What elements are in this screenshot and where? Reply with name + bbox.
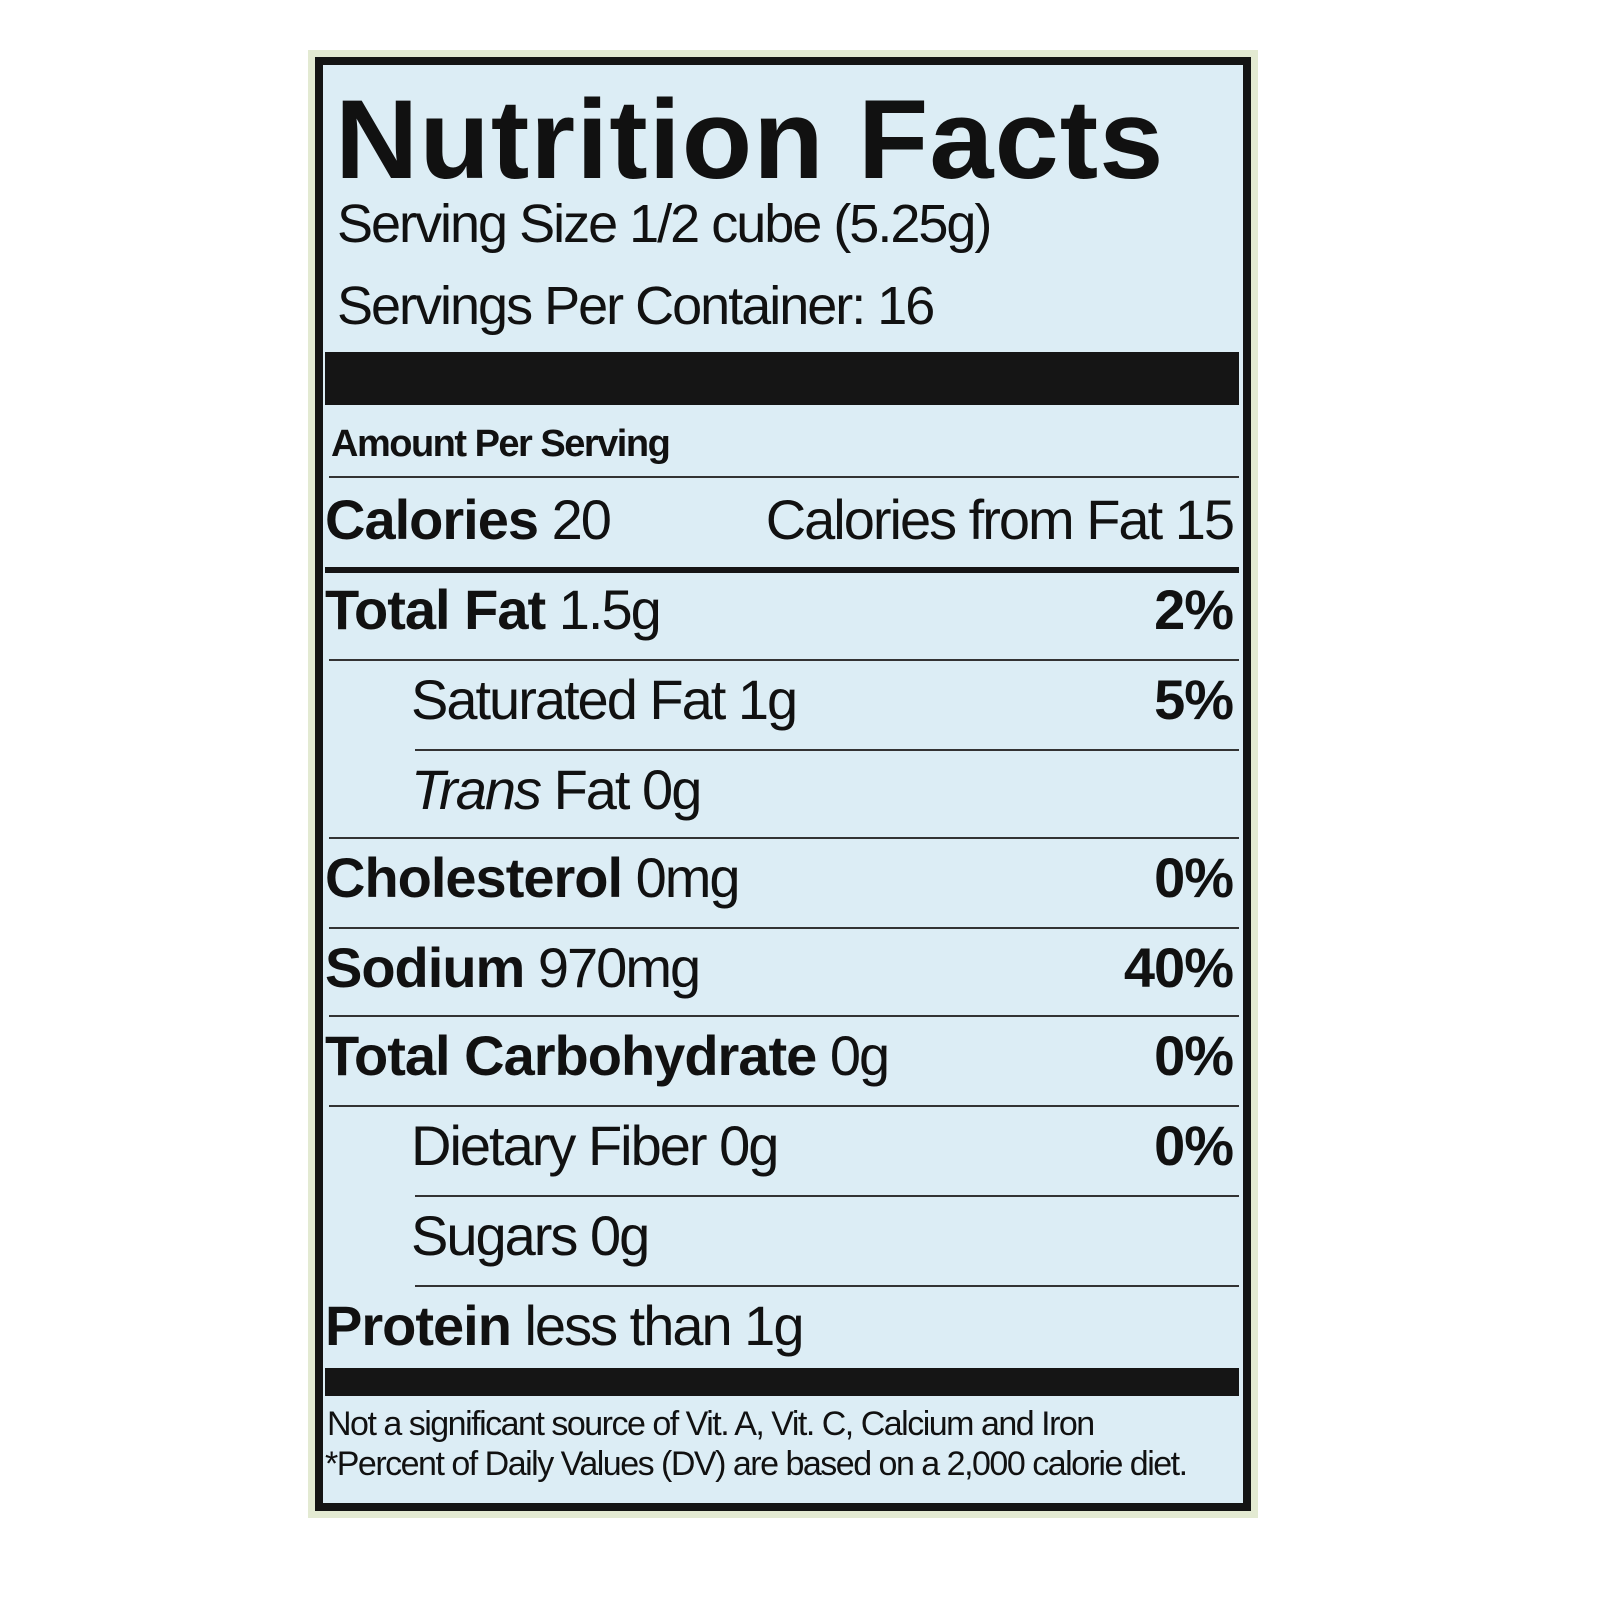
nutrient-label: Protein: [325, 1294, 512, 1357]
nutrient-label: Sugars: [411, 1204, 578, 1267]
nutrient-label: Total Carbohydrate: [325, 1024, 817, 1087]
nutrient-row-saturated-fat: Saturated Fat 1g 5%: [411, 667, 1234, 731]
divider: [415, 1285, 1239, 1287]
nutrient-label: Saturated Fat: [411, 668, 726, 731]
thick-divider: [325, 352, 1239, 405]
divider: [329, 927, 1239, 929]
divider: [329, 476, 1239, 478]
nutrient-amount: 0g: [719, 1114, 779, 1177]
divider: [415, 749, 1239, 751]
calories-from-fat-value: 15: [1174, 488, 1235, 551]
nutrient-label: Cholesterol: [325, 846, 623, 909]
nutrient-amount: 0g: [642, 758, 702, 821]
serving-size: Serving Size 1/2 cube (5.25g): [337, 194, 992, 254]
nutrient-amount: 0mg: [635, 846, 741, 909]
nutrient-label: Total Fat: [325, 578, 546, 641]
panel-title: Nutrition Facts: [335, 77, 1165, 202]
calories-value: 20: [551, 488, 612, 551]
nutrient-row-cholesterol: Cholesterol 0mg 0%: [325, 845, 1234, 909]
calories-row: Calories 20 Calories from Fat 15: [325, 487, 1235, 551]
nutrient-amount: 0g: [590, 1204, 650, 1267]
nutrient-row-protein: Protein less than 1g: [325, 1293, 1233, 1357]
servings-per-container: Servings Per Container: 16: [337, 276, 935, 336]
nutrient-amount: 0g: [829, 1024, 890, 1087]
divider: [329, 1015, 1239, 1017]
thick-divider: [325, 1368, 1239, 1396]
nutrient-amount: 970mg: [537, 936, 701, 999]
divider: [329, 837, 1239, 839]
nutrient-row-total-carbohydrate: Total Carbohydrate 0g 0%: [325, 1023, 1234, 1087]
daily-value: 0%: [1154, 1024, 1234, 1087]
nutrient-label-suffix: Fat: [553, 758, 631, 821]
daily-value: 5%: [1154, 668, 1234, 731]
calories-from-fat-label: Calories from Fat: [765, 488, 1163, 551]
nutrient-amount: less than 1g: [524, 1294, 804, 1357]
nutrient-label: Sodium: [325, 936, 525, 999]
nutrient-amount: 1g: [737, 668, 798, 731]
footnote-daily-values: *Percent of Daily Values (DV) are based …: [325, 1445, 1188, 1483]
divider: [415, 1195, 1239, 1197]
nutrient-row-total-fat: Total Fat 1.5g 2%: [325, 577, 1234, 641]
daily-value: 0%: [1154, 1114, 1234, 1177]
nutrition-facts-panel: Nutrition Facts Serving Size 1/2 cube (5…: [315, 57, 1251, 1511]
nutrient-row-sugars: Sugars 0g: [411, 1203, 1233, 1267]
nutrient-row-dietary-fiber: Dietary Fiber 0g 0%: [411, 1113, 1234, 1177]
medium-divider: [325, 567, 1239, 573]
nutrient-amount: 1.5g: [558, 578, 662, 641]
amount-per-serving: Amount Per Serving: [331, 423, 671, 465]
divider: [329, 1105, 1239, 1107]
daily-value: 0%: [1154, 846, 1234, 909]
nutrient-row-sodium: Sodium 970mg 40%: [325, 935, 1234, 999]
nutrient-row-trans-fat: Trans Fat 0g: [411, 757, 1233, 821]
calories-label: Calories: [325, 488, 539, 551]
divider: [329, 659, 1239, 661]
nutrient-label: Trans: [411, 758, 542, 821]
daily-value: 40%: [1123, 936, 1234, 999]
footnote-vitamins: Not a significant source of Vit. A, Vit.…: [327, 1405, 1095, 1443]
daily-value: 2%: [1154, 578, 1234, 641]
nutrient-label: Dietary Fiber: [411, 1114, 708, 1177]
